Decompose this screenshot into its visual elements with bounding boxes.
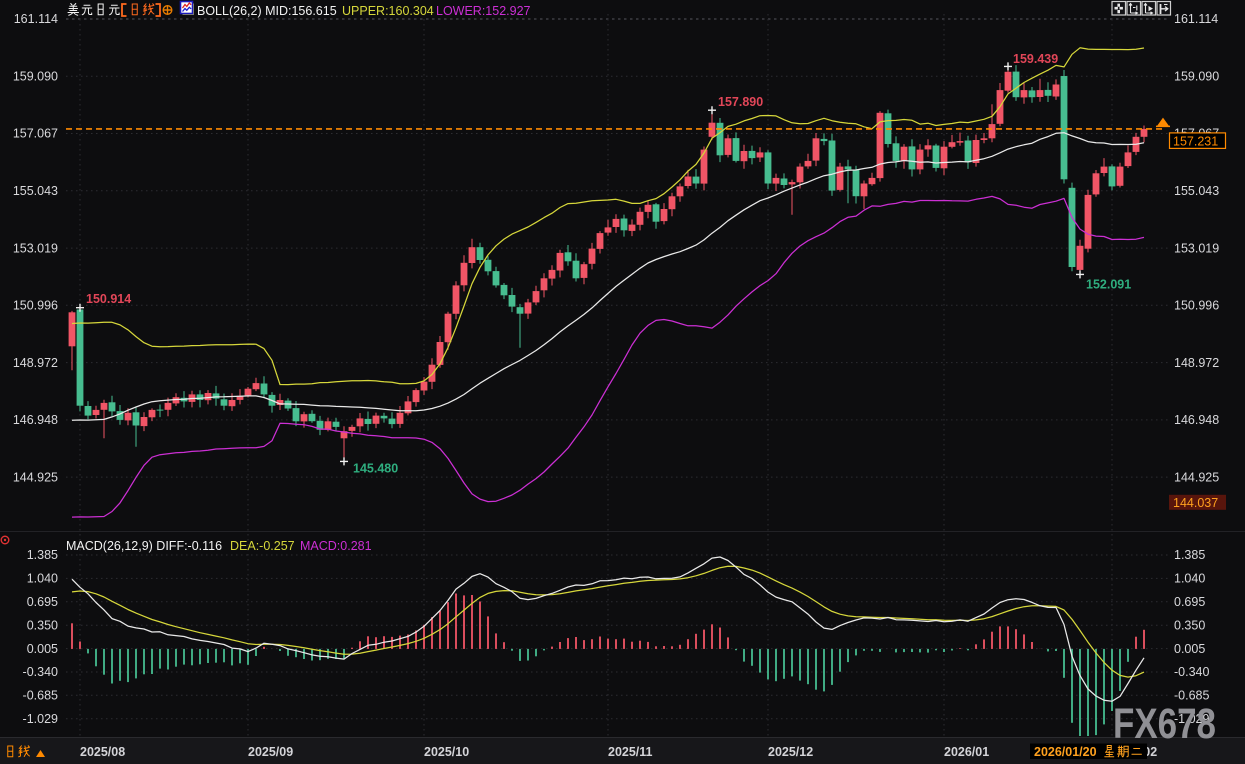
svg-text:2025/09: 2025/09 [248,745,293,759]
svg-text:159.090: 159.090 [13,69,58,83]
svg-text:2025/10: 2025/10 [424,745,469,759]
svg-text:MACD:0.281: MACD:0.281 [300,539,372,553]
svg-text:146.948: 146.948 [1174,413,1219,427]
svg-text:155.043: 155.043 [13,184,58,198]
svg-text:150.996: 150.996 [13,299,58,313]
svg-text:2026/01/20: 2026/01/20 [1034,745,1097,759]
svg-text:159.439: 159.439 [1013,52,1058,66]
svg-text:152.091: 152.091 [1086,277,1131,291]
svg-text:0.350: 0.350 [27,618,58,632]
svg-text:161.114: 161.114 [1174,12,1218,26]
svg-text:146.948: 146.948 [13,413,58,427]
svg-text:-0.340: -0.340 [1174,665,1209,679]
svg-text:155.043: 155.043 [1174,184,1219,198]
svg-text:148.972: 148.972 [1174,356,1219,370]
svg-text:153.019: 153.019 [13,241,58,255]
svg-text:144.037: 144.037 [1173,496,1218,510]
svg-text:DEA:-0.257: DEA:-0.257 [230,539,295,553]
svg-text:-1.029: -1.029 [23,712,58,726]
svg-text:2025/11: 2025/11 [608,745,653,759]
svg-text:1.385: 1.385 [1174,548,1205,562]
svg-text:150.914: 150.914 [86,292,131,306]
svg-text:BOLL(26,2) MID:156.615: BOLL(26,2) MID:156.615 [197,4,337,18]
svg-text:0.005: 0.005 [1174,642,1205,656]
svg-text:144.925: 144.925 [13,470,58,484]
svg-text:-0.340: -0.340 [23,665,58,679]
svg-text:-0.685: -0.685 [1174,689,1209,703]
svg-text:2025/08: 2025/08 [80,745,125,759]
svg-text:FX678: FX678 [1113,700,1216,748]
svg-text:1.040: 1.040 [1174,572,1205,586]
svg-text:2026/01: 2026/01 [944,745,989,759]
svg-text:0.005: 0.005 [27,642,58,656]
svg-text:LOWER:152.927: LOWER:152.927 [436,4,531,18]
svg-text:159.090: 159.090 [1174,69,1219,83]
svg-text:-1.029: -1.029 [1174,712,1209,726]
svg-text:0.695: 0.695 [1174,595,1205,609]
svg-text:MACD(26,12,9) DIFF:-0.116: MACD(26,12,9) DIFF:-0.116 [66,539,222,553]
svg-text:1.040: 1.040 [27,572,58,586]
svg-text:153.019: 153.019 [1174,241,1219,255]
svg-text:144.925: 144.925 [1174,470,1219,484]
svg-text:161.114: 161.114 [14,12,58,26]
svg-text:157.890: 157.890 [718,95,763,109]
svg-text:2025/12: 2025/12 [768,745,813,759]
svg-text:148.972: 148.972 [13,356,58,370]
svg-text:0.695: 0.695 [27,595,58,609]
svg-text:1.385: 1.385 [27,548,58,562]
svg-text:0.350: 0.350 [1174,618,1205,632]
svg-text:150.996: 150.996 [1174,299,1219,313]
svg-text:UPPER:160.304: UPPER:160.304 [342,4,434,18]
svg-text:157.231: 157.231 [1173,134,1218,148]
svg-text:-0.685: -0.685 [23,689,58,703]
svg-text:157.067: 157.067 [13,127,58,141]
svg-text:145.480: 145.480 [353,461,398,475]
